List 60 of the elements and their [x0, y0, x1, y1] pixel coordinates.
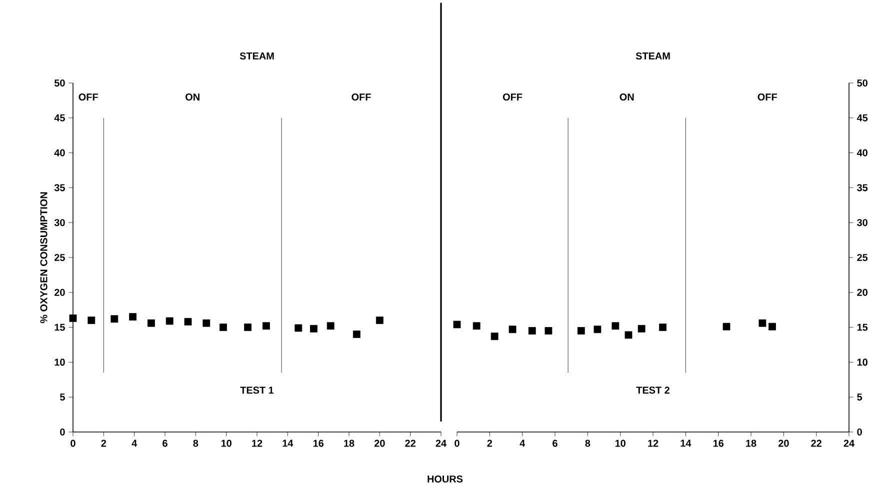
x-tick-label: 0	[70, 440, 76, 447]
x-tick-label: 6	[552, 440, 558, 447]
y-tick-label: 50	[857, 79, 868, 87]
x-tick-label: 20	[374, 440, 385, 447]
annotation: OFF	[502, 93, 522, 101]
y-tick-label: 40	[54, 149, 65, 156]
annotation: OFF	[78, 93, 98, 101]
y-tick-label: 15	[54, 324, 65, 331]
y-tick-label: 10	[857, 358, 868, 366]
x-axis-title: HOURS	[428, 475, 463, 483]
x-tick-label: 16	[313, 440, 324, 447]
y-tick-label: 15	[857, 324, 868, 331]
x-tick-label: 12	[252, 440, 262, 447]
x-tick-label: 24	[844, 440, 854, 447]
x-tick-label: 18	[746, 440, 756, 447]
x-tick-label: 10	[615, 440, 626, 447]
y-tick-label: 0	[60, 428, 65, 436]
y-axis-title: % OXYGEN CONSUMPTION	[40, 192, 48, 324]
annotation: ON	[620, 93, 634, 101]
annotation: OFF	[758, 93, 777, 101]
chart-title: STEAM	[240, 52, 274, 60]
y-tick-label: 0	[857, 428, 862, 436]
annotation: TEST 2	[636, 386, 670, 394]
y-tick-label: 45	[54, 114, 65, 122]
chart-title: STEAM	[636, 52, 670, 60]
x-tick-label: 4	[132, 440, 138, 447]
y-tick-label: 50	[54, 79, 65, 87]
x-tick-label: 2	[487, 440, 492, 447]
x-tick-label: 0	[454, 440, 460, 447]
annotation: OFF	[352, 93, 371, 101]
y-tick-label: 30	[857, 219, 868, 226]
x-tick-label: 22	[405, 440, 416, 447]
y-tick-label: 40	[856, 149, 868, 156]
x-tick-label: 14	[680, 440, 692, 447]
x-tick-label: 16	[713, 440, 724, 447]
annotation: TEST 1	[240, 386, 274, 394]
x-tick-label: 14	[282, 440, 294, 447]
y-tick-label: 20	[54, 288, 65, 296]
y-tick-label: 25	[54, 254, 65, 262]
y-tick-label: 35	[857, 184, 868, 192]
x-tick-label: 12	[648, 440, 658, 447]
x-tick-label: 18	[344, 440, 354, 447]
x-tick-label: 20	[778, 440, 789, 447]
y-tick-label: 35	[54, 184, 65, 192]
x-tick-label: 6	[162, 440, 168, 447]
annotation: ON	[186, 93, 200, 101]
y-tick-label: 30	[54, 219, 65, 226]
x-tick-label: 2	[101, 440, 106, 447]
x-tick-label: 8	[585, 440, 590, 447]
y-tick-label: 10	[54, 358, 65, 366]
y-tick-label: 5	[857, 394, 862, 401]
y-tick-label: 20	[857, 288, 868, 296]
y-tick-label: 45	[856, 114, 868, 122]
y-tick-label: 25	[857, 254, 868, 262]
x-tick-label: 10	[221, 440, 232, 447]
y-tick-label: 5	[60, 394, 65, 401]
x-tick-label: 24	[436, 440, 446, 447]
x-tick-label: 22	[811, 440, 822, 447]
x-tick-label: 4	[520, 440, 526, 447]
x-tick-label: 8	[193, 440, 198, 447]
